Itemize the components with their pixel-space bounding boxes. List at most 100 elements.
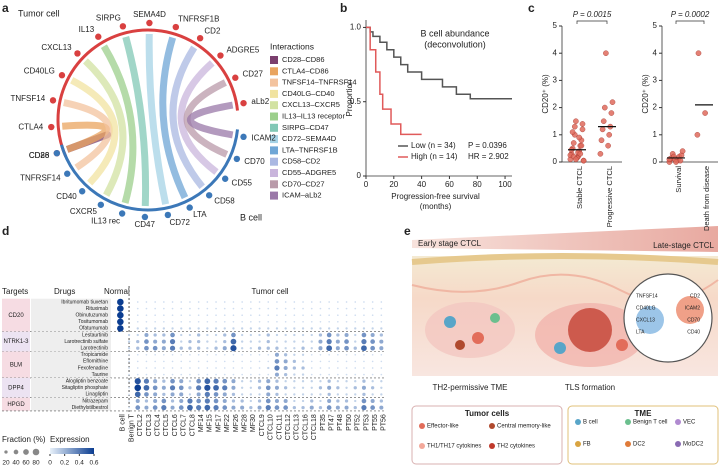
dot (301, 405, 305, 410)
box-item: DC2 (633, 442, 646, 448)
dot (344, 332, 349, 338)
column-label: MF28 (241, 414, 248, 432)
dot (310, 360, 313, 363)
dot (117, 318, 124, 326)
dot (162, 392, 166, 397)
group-band (31, 397, 111, 411)
dot (154, 320, 156, 323)
dot (162, 327, 166, 330)
dot (250, 373, 252, 376)
dot (344, 345, 349, 351)
dot (187, 398, 193, 404)
legend-title: Fraction (%) (2, 435, 46, 444)
dot (354, 380, 357, 383)
chord (177, 60, 219, 175)
gene-dot (205, 192, 213, 199)
dot (344, 339, 349, 344)
dot (180, 307, 183, 310)
dot (267, 327, 270, 330)
data-point (609, 99, 616, 106)
legend-label: 40 (12, 460, 20, 467)
dot (154, 360, 156, 363)
dot (361, 385, 366, 390)
dot (163, 307, 165, 310)
dot (232, 353, 235, 356)
dot (283, 365, 288, 371)
dot (188, 346, 192, 350)
dot (292, 359, 296, 364)
dot (345, 373, 348, 376)
dot (240, 347, 244, 350)
dot (379, 339, 384, 344)
illustration (411, 226, 719, 465)
dot (136, 339, 140, 344)
dot (171, 373, 174, 376)
dot (265, 404, 271, 411)
dot (336, 386, 340, 390)
dot (153, 327, 157, 330)
dot (127, 333, 131, 337)
column-label: Benign T (128, 413, 135, 442)
dot (206, 314, 209, 317)
column-label: CTCL9 (259, 414, 266, 436)
legend-dot (23, 449, 29, 455)
dot (265, 398, 271, 404)
column-label: PT50 (346, 414, 353, 431)
dot (371, 320, 374, 323)
data-point (597, 150, 604, 157)
dot (301, 333, 305, 337)
dot (326, 345, 333, 352)
legend-swatch (270, 135, 278, 144)
group-band (2, 331, 30, 352)
dot (197, 320, 200, 323)
dot (380, 307, 383, 310)
dot (275, 392, 279, 397)
dot (266, 333, 270, 337)
dot (153, 339, 158, 344)
dot (197, 373, 200, 376)
dot (128, 367, 130, 369)
dot (163, 353, 165, 356)
dot (214, 333, 218, 337)
dot (171, 360, 174, 363)
gene-dot (78, 188, 86, 195)
dot (180, 353, 183, 356)
dot (328, 320, 330, 323)
dot (380, 360, 383, 363)
dot (319, 393, 322, 396)
dot (258, 373, 261, 376)
dot (134, 391, 141, 398)
dot (231, 399, 236, 403)
dot (197, 360, 200, 363)
dot (266, 339, 270, 344)
gene-dot (74, 50, 81, 57)
dot (117, 325, 124, 332)
drug-label: Fexofenadine (78, 365, 109, 371)
dot (232, 301, 235, 303)
dot (361, 345, 367, 352)
dot (275, 327, 279, 330)
dot (362, 392, 366, 397)
dot (267, 301, 270, 303)
x-tick-label: 60 (445, 180, 454, 189)
dot (336, 333, 340, 337)
dot (301, 340, 305, 343)
dot (232, 307, 235, 310)
gene-label: SEMA4D (133, 10, 166, 19)
dot (380, 380, 383, 383)
dot (145, 373, 148, 376)
data-point (603, 50, 609, 57)
gene-label: CXCL13 (41, 43, 72, 52)
y-tick-label: 2 (653, 103, 658, 112)
dot (145, 307, 148, 310)
dot (284, 327, 287, 330)
dot (380, 353, 383, 356)
dot (354, 327, 357, 330)
dot (276, 320, 278, 323)
data-point (577, 150, 584, 157)
drug-label: Linagliptin (85, 392, 108, 398)
dot (345, 380, 348, 383)
data-point (571, 123, 578, 130)
dot (136, 301, 139, 303)
